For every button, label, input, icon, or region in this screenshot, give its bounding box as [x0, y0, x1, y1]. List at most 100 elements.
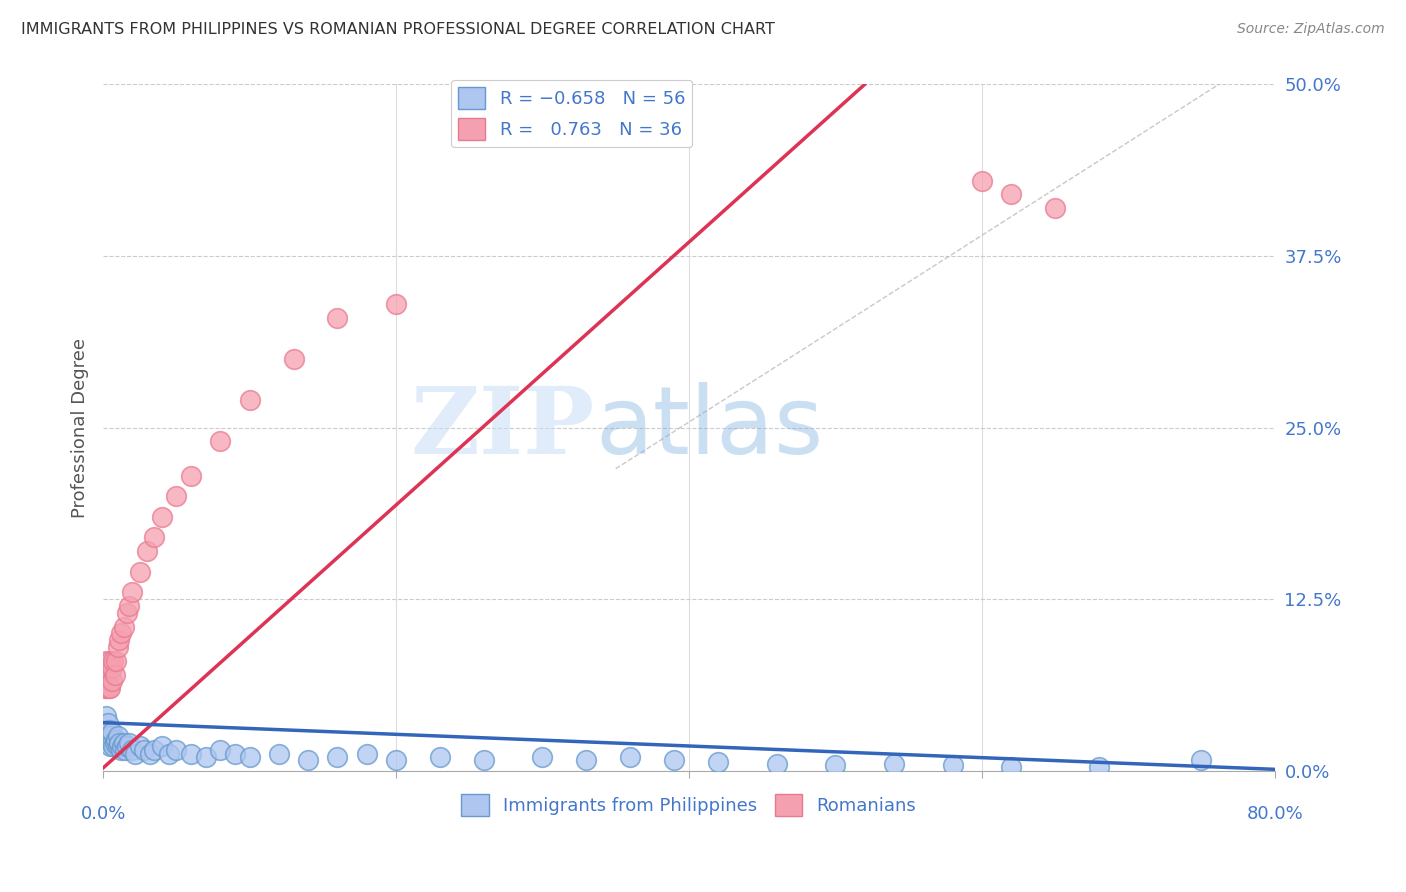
Point: [326, 310, 349, 325]
Text: 0.0%: 0.0%: [80, 805, 125, 823]
Point: [98, 661, 121, 675]
Text: atlas: atlas: [595, 382, 824, 474]
Point: [100, 654, 122, 668]
Point: [105, 733, 128, 747]
Point: [118, 599, 141, 613]
Point: [124, 747, 146, 762]
Point: [101, 725, 124, 739]
Point: [98, 681, 121, 696]
Point: [385, 297, 408, 311]
Point: [94, 708, 117, 723]
Point: [93, 667, 115, 681]
Point: [356, 747, 378, 762]
Point: [664, 753, 686, 767]
Point: [209, 743, 232, 757]
Point: [110, 626, 132, 640]
Point: [96, 725, 118, 739]
Text: Source: ZipAtlas.com: Source: ZipAtlas.com: [1237, 22, 1385, 37]
Point: [136, 544, 159, 558]
Point: [128, 565, 150, 579]
Point: [139, 747, 162, 762]
Point: [180, 747, 202, 762]
Point: [824, 758, 846, 772]
Point: [93, 681, 115, 696]
Point: [112, 736, 135, 750]
Point: [150, 509, 173, 524]
Point: [98, 723, 121, 737]
Point: [283, 351, 305, 366]
Point: [100, 681, 122, 696]
Point: [115, 606, 138, 620]
Point: [150, 739, 173, 753]
Point: [143, 743, 166, 757]
Point: [1088, 759, 1111, 773]
Point: [128, 739, 150, 753]
Point: [107, 730, 129, 744]
Point: [765, 756, 787, 771]
Text: 80.0%: 80.0%: [1246, 805, 1303, 823]
Legend: Immigrants from Philippines, Romanians: Immigrants from Philippines, Romanians: [454, 787, 924, 823]
Point: [385, 753, 408, 767]
Point: [224, 747, 246, 762]
Point: [297, 753, 319, 767]
Point: [104, 736, 127, 750]
Text: ZIP: ZIP: [411, 383, 595, 473]
Point: [531, 750, 554, 764]
Point: [883, 756, 905, 771]
Point: [103, 739, 125, 753]
Point: [103, 654, 125, 668]
Point: [118, 736, 141, 750]
Point: [970, 173, 993, 187]
Point: [111, 739, 134, 753]
Point: [134, 743, 156, 757]
Point: [121, 743, 143, 757]
Point: [94, 654, 117, 668]
Point: [94, 730, 117, 744]
Point: [114, 743, 136, 757]
Point: [180, 468, 202, 483]
Point: [107, 640, 129, 655]
Point: [326, 750, 349, 764]
Point: [575, 753, 598, 767]
Point: [1043, 201, 1066, 215]
Point: [115, 739, 138, 753]
Point: [93, 723, 115, 737]
Point: [267, 747, 290, 762]
Point: [157, 747, 180, 762]
Text: IMMIGRANTS FROM PHILIPPINES VS ROMANIAN PROFESSIONAL DEGREE CORRELATION CHART: IMMIGRANTS FROM PHILIPPINES VS ROMANIAN …: [21, 22, 775, 37]
Point: [707, 756, 730, 770]
Point: [107, 739, 129, 753]
Point: [108, 736, 131, 750]
Point: [941, 758, 963, 772]
Point: [239, 750, 262, 764]
Point: [96, 715, 118, 730]
Point: [105, 654, 128, 668]
Point: [209, 434, 232, 449]
Point: [165, 743, 187, 757]
Point: [619, 750, 641, 764]
Point: [121, 585, 143, 599]
Point: [143, 530, 166, 544]
Point: [194, 750, 217, 764]
Point: [98, 733, 121, 747]
Point: [1000, 187, 1022, 202]
Point: [101, 661, 124, 675]
Point: [108, 633, 131, 648]
Point: [104, 667, 127, 681]
Point: [165, 489, 187, 503]
Point: [472, 753, 495, 767]
Point: [1000, 759, 1022, 773]
Point: [100, 730, 122, 744]
Y-axis label: Professional Degree: Professional Degree: [72, 337, 89, 517]
Point: [110, 743, 132, 757]
Point: [239, 393, 262, 408]
Point: [112, 619, 135, 633]
Point: [94, 681, 117, 696]
Point: [1191, 753, 1213, 767]
Point: [429, 750, 451, 764]
Point: [101, 674, 124, 689]
Point: [96, 661, 118, 675]
Point: [101, 736, 124, 750]
Point: [96, 674, 118, 689]
Point: [100, 739, 122, 753]
